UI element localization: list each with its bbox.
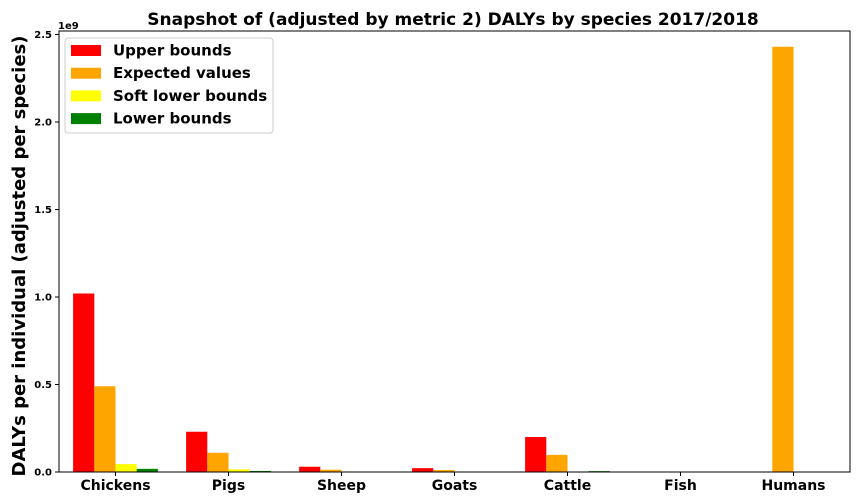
y-axis: 0.0 0.5 1.0 1.5 2.0 2.5 xyxy=(34,30,59,479)
legend: Upper bounds Expected values Soft lower bo… xyxy=(64,37,274,134)
x-tick-label: Chickens xyxy=(80,478,150,494)
x-tick-label: Cattle xyxy=(544,478,591,494)
bar-chickens-lower-bounds xyxy=(136,468,158,472)
bar-pigs-lower-bounds xyxy=(249,470,271,472)
y-tick-label: 2.5 xyxy=(34,30,52,41)
bar-goats-expected-values xyxy=(433,470,455,472)
bar-humans-expected-values xyxy=(772,46,794,472)
y-axis-offset-label: 1e9 xyxy=(58,21,79,32)
x-tick-label: Goats xyxy=(432,478,478,494)
legend-label: Lower bounds xyxy=(113,110,232,128)
x-tick-label: Pigs xyxy=(212,478,245,494)
legend-label: Soft lower bounds xyxy=(113,87,267,105)
bar-chickens-soft-lower-bounds xyxy=(115,464,137,472)
legend-swatch xyxy=(71,67,101,79)
bar-chickens-upper-bounds xyxy=(73,293,95,472)
y-axis-label: DALYs per individual (adjusted per speci… xyxy=(9,36,30,477)
x-tick-label: Sheep xyxy=(317,478,366,494)
y-tick-label: 0.0 xyxy=(34,468,52,479)
y-tick-label: 1.0 xyxy=(34,293,52,304)
bar-chickens-expected-values xyxy=(94,386,116,472)
y-tick-label: 0.5 xyxy=(34,380,52,391)
bar-sheep-expected-values xyxy=(320,469,342,472)
bar-pigs-soft-lower-bounds xyxy=(228,469,250,472)
x-tick-label: Fish xyxy=(664,478,697,494)
y-tick-label: 1.5 xyxy=(34,205,52,216)
bar-cattle-expected-values xyxy=(546,454,568,472)
bar-goats-upper-bounds xyxy=(412,468,434,472)
bar-pigs-expected-values xyxy=(207,452,229,472)
chart-title: Snapshot of (adjusted by metric 2) DALYs… xyxy=(147,10,759,30)
bar-sheep-upper-bounds xyxy=(299,466,321,472)
bar-cattle-upper-bounds xyxy=(525,437,547,472)
bars-group xyxy=(73,46,794,472)
legend-box xyxy=(64,37,274,134)
legend-label: Upper bounds xyxy=(113,42,232,60)
legend-label: Expected values xyxy=(113,64,251,82)
legend-swatch xyxy=(71,113,101,125)
legend-swatch xyxy=(71,45,101,56)
legend-swatch xyxy=(71,90,101,102)
x-axis: Chickens Pigs Sheep Goats Cattle Fish Humans xyxy=(80,472,826,494)
bar-pigs-upper-bounds xyxy=(186,431,208,472)
y-tick-label: 2.0 xyxy=(34,118,52,129)
x-tick-label: Humans xyxy=(761,478,825,494)
